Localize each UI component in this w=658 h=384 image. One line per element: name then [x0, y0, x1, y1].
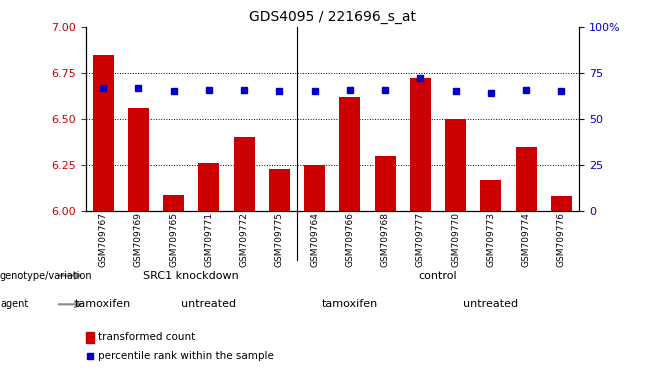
- Bar: [304, 165, 325, 211]
- Text: GSM709777: GSM709777: [416, 212, 425, 267]
- Bar: [234, 137, 255, 211]
- Bar: [374, 156, 395, 211]
- Bar: [516, 147, 537, 211]
- Bar: [551, 197, 572, 211]
- Text: GSM709771: GSM709771: [205, 212, 213, 267]
- Text: SRC1 knockdown: SRC1 knockdown: [143, 270, 239, 281]
- Bar: [198, 163, 220, 211]
- Text: GSM709774: GSM709774: [522, 212, 530, 267]
- Title: GDS4095 / 221696_s_at: GDS4095 / 221696_s_at: [249, 10, 416, 25]
- Text: GSM709773: GSM709773: [486, 212, 495, 267]
- Bar: [86, 332, 95, 343]
- Text: GSM709769: GSM709769: [134, 212, 143, 267]
- Text: GSM709766: GSM709766: [345, 212, 355, 267]
- Text: transformed count: transformed count: [98, 332, 195, 342]
- Text: GSM709772: GSM709772: [240, 212, 249, 267]
- Text: genotype/variation: genotype/variation: [0, 270, 93, 281]
- Text: GSM709764: GSM709764: [310, 212, 319, 267]
- Bar: [269, 169, 290, 211]
- Text: GSM709765: GSM709765: [169, 212, 178, 267]
- Bar: [445, 119, 467, 211]
- Text: percentile rank within the sample: percentile rank within the sample: [98, 351, 274, 361]
- Text: GSM709770: GSM709770: [451, 212, 460, 267]
- Bar: [128, 108, 149, 211]
- Text: untreated: untreated: [463, 299, 519, 310]
- Text: tamoxifen: tamoxifen: [322, 299, 378, 310]
- Bar: [340, 97, 361, 211]
- Bar: [163, 195, 184, 211]
- Text: GSM709775: GSM709775: [275, 212, 284, 267]
- Bar: [410, 78, 431, 211]
- Bar: [480, 180, 501, 211]
- Text: GSM709768: GSM709768: [381, 212, 390, 267]
- Text: untreated: untreated: [182, 299, 236, 310]
- Bar: [93, 55, 114, 211]
- Text: control: control: [418, 270, 457, 281]
- Text: agent: agent: [0, 299, 28, 310]
- Text: GSM709776: GSM709776: [557, 212, 566, 267]
- Text: tamoxifen: tamoxifen: [75, 299, 132, 310]
- Text: GSM709767: GSM709767: [99, 212, 108, 267]
